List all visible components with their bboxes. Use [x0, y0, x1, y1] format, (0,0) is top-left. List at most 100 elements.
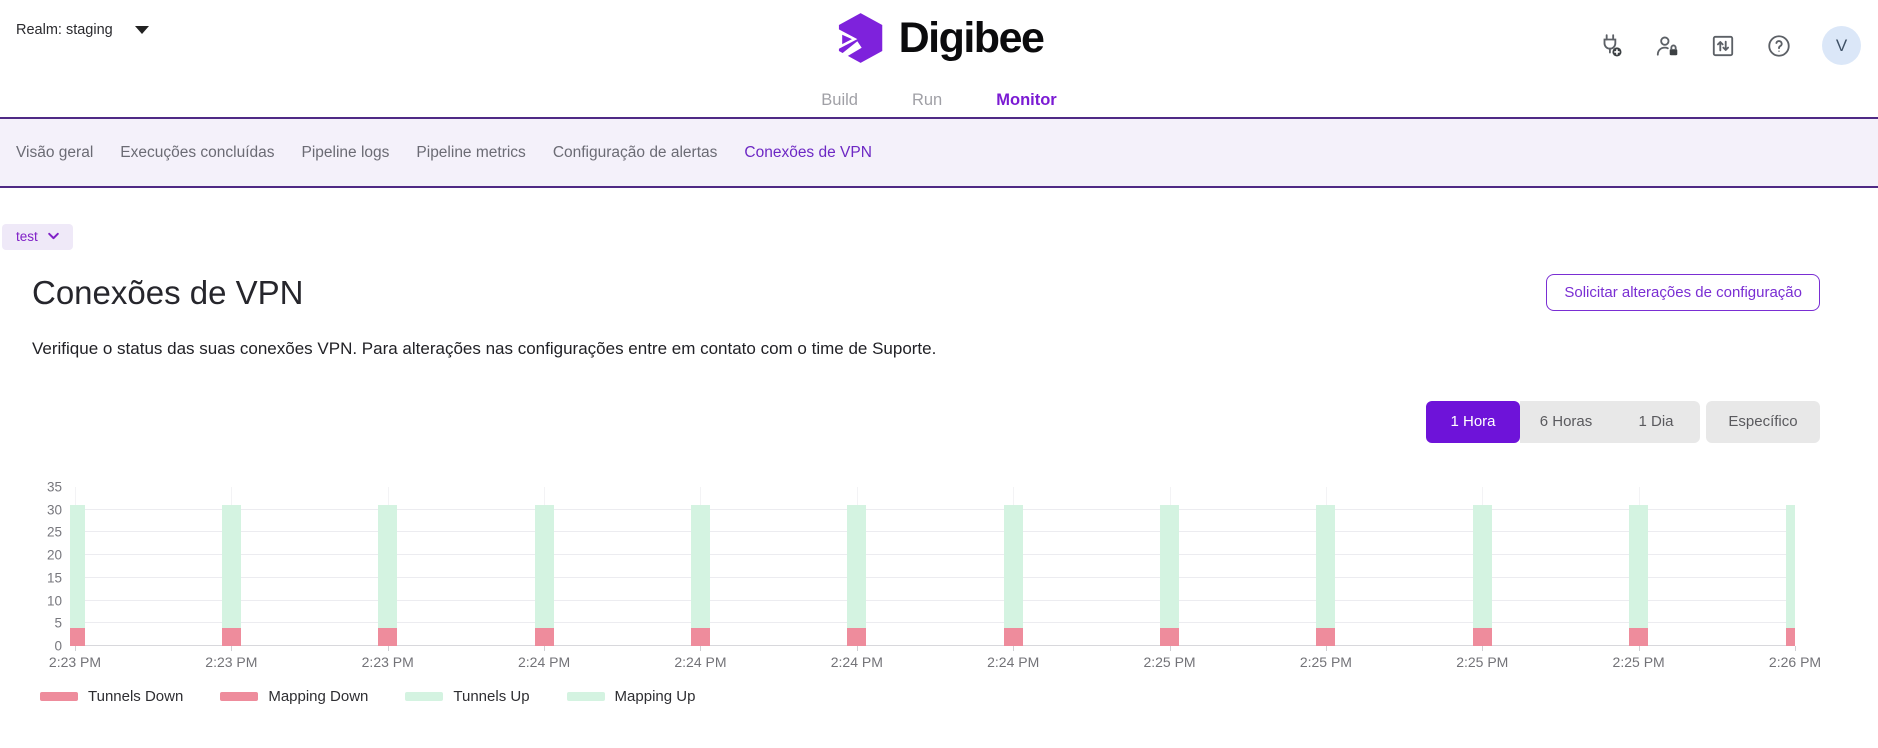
chart-x-axis: 2:23 PM 2:23 PM 2:23 PM 2:24 PM 2:24 PM 2:24 … [49, 645, 1821, 674]
legend-label: Tunnels Down [88, 687, 184, 705]
x-axis-tick [544, 645, 546, 651]
y-axis-tick-label: 0 [54, 638, 62, 654]
legend-swatch [40, 691, 78, 701]
y-axis-tick-label: 35 [46, 479, 62, 495]
x-axis-tick [1013, 645, 1015, 651]
bar-segment-down [70, 627, 85, 646]
stacked-bar [1160, 505, 1180, 646]
x-axis-tick-label: 2:23 PM [205, 653, 258, 670]
x-axis-tick-label: 2:25 PM [1299, 653, 1352, 670]
bar-segment-up [1472, 505, 1492, 628]
app-header: Realm: staging Digibee [0, 0, 1878, 117]
legend-swatch [566, 691, 605, 701]
x-axis-tick [231, 645, 233, 651]
environment-selector[interactable]: test [2, 224, 73, 250]
digibee-logo[interactable]: Digibee [835, 12, 1045, 64]
stacked-bar [378, 505, 398, 646]
stacked-bar [534, 505, 554, 646]
tab-run[interactable]: Run [911, 91, 943, 109]
main-content: test Conexões de VPN Solicitar alteraçõe… [0, 188, 1878, 705]
vpn-status-chart: 0 5 10 15 20 25 30 35 2:23 PM 2:23 PM 2:23 PM 2:24… [0, 479, 1878, 705]
bar-segment-down [1472, 627, 1492, 646]
gridline [70, 576, 1795, 578]
bar-segment-up [847, 505, 867, 628]
time-range-especifico[interactable]: Específico [1706, 400, 1820, 443]
tab-build[interactable]: Build [821, 91, 858, 109]
x-axis-tick [74, 645, 76, 651]
bar-segment-down [534, 627, 554, 646]
bar-segment-down [1785, 627, 1795, 646]
request-config-changes-button[interactable]: Solicitar alterações de configuração [1546, 274, 1820, 311]
stacked-bar [847, 505, 867, 646]
realm-label: Realm: staging [16, 22, 113, 38]
x-axis-tick-label: 2:24 PM [674, 653, 727, 670]
main-nav: Build Run Monitor [821, 91, 1056, 110]
chevron-down-icon [47, 232, 59, 240]
subnav-item-execucoes-concluidas[interactable]: Execuções concluídas [120, 143, 275, 161]
legend-item[interactable]: Mapping Down [220, 688, 368, 705]
arrows-up-down-box-icon[interactable] [1710, 33, 1736, 59]
subnav-item-configuracao-de-alertas[interactable]: Configuração de alertas [552, 143, 718, 161]
bar-segment-up [70, 505, 85, 628]
chart-plot-area [70, 486, 1795, 646]
y-axis-tick-label: 20 [46, 547, 62, 563]
legend-label: Tunnels Up [453, 687, 530, 705]
y-axis-tick-label: 5 [54, 615, 62, 631]
time-range-1-hora[interactable]: 1 Hora [1426, 400, 1520, 443]
gridline [70, 531, 1795, 533]
subnav-item-visao-geral[interactable]: Visão geral [16, 143, 94, 161]
gridline [70, 554, 1795, 556]
x-axis-tick [387, 645, 389, 651]
legend-item[interactable]: Tunnels Up [405, 687, 530, 705]
stacked-bar [221, 505, 241, 646]
subnav-item-pipeline-logs[interactable]: Pipeline logs [301, 143, 390, 161]
x-axis-tick-label: 2:24 PM [830, 653, 883, 670]
x-axis-tick [1325, 645, 1327, 651]
legend-label: Mapping Up [614, 687, 696, 705]
chevron-down-icon [134, 26, 149, 34]
x-axis-tick [1169, 645, 1171, 651]
legend-item[interactable]: Mapping Up [566, 687, 696, 705]
x-axis-tick [856, 645, 858, 651]
x-axis-tick-label: 2:25 PM [1612, 653, 1665, 670]
gridline [70, 508, 1795, 510]
bar-segment-up [690, 505, 710, 628]
subnav-item-pipeline-metrics[interactable]: Pipeline metrics [416, 143, 526, 161]
time-range-1-dia[interactable]: 1 Dia [1612, 400, 1700, 443]
x-axis-tick [1638, 645, 1640, 651]
tab-monitor[interactable]: Monitor [996, 91, 1057, 109]
y-axis-tick-label: 25 [46, 524, 62, 540]
x-axis-tick-label: 2:24 PM [987, 653, 1040, 670]
bar-segment-down [847, 627, 867, 646]
legend-item[interactable]: Tunnels Down [40, 688, 183, 705]
stacked-bar [70, 505, 85, 646]
bar-segment-down [690, 627, 710, 646]
avatar[interactable]: V [1822, 26, 1861, 65]
x-axis-tick-label: 2:24 PM [518, 653, 571, 670]
avatar-initial: V [1835, 35, 1848, 55]
stacked-bar [1629, 505, 1649, 646]
x-axis-tick-label: 2:26 PM [1768, 653, 1822, 670]
realm-selector[interactable]: Realm: staging [16, 22, 149, 38]
subnav-item-conexoes-de-vpn[interactable]: Conexões de VPN [744, 143, 872, 161]
y-axis-tick-label: 15 [46, 570, 62, 586]
y-axis-tick-label: 10 [46, 593, 62, 609]
bar-segment-down [1160, 627, 1180, 646]
bar-segment-up [221, 505, 241, 628]
bar-segment-up [1003, 505, 1023, 628]
environment-selector-value: test [16, 229, 38, 244]
help-icon[interactable] [1766, 33, 1792, 59]
time-range-6-horas[interactable]: 6 Horas [1520, 400, 1612, 443]
bar-segment-down [378, 627, 398, 646]
x-axis-tick [700, 645, 702, 651]
person-lock-icon[interactable] [1654, 33, 1680, 59]
y-axis-tick-label: 30 [46, 502, 62, 518]
stacked-bar [1785, 505, 1795, 646]
stacked-bar [1003, 505, 1023, 646]
plug-plus-icon[interactable] [1598, 33, 1624, 59]
x-axis-tick-label: 2:25 PM [1143, 653, 1196, 670]
gridline [70, 622, 1795, 624]
page-title: Conexões de VPN [32, 274, 304, 311]
legend-swatch [405, 691, 444, 701]
bar-segment-up [1160, 505, 1180, 628]
